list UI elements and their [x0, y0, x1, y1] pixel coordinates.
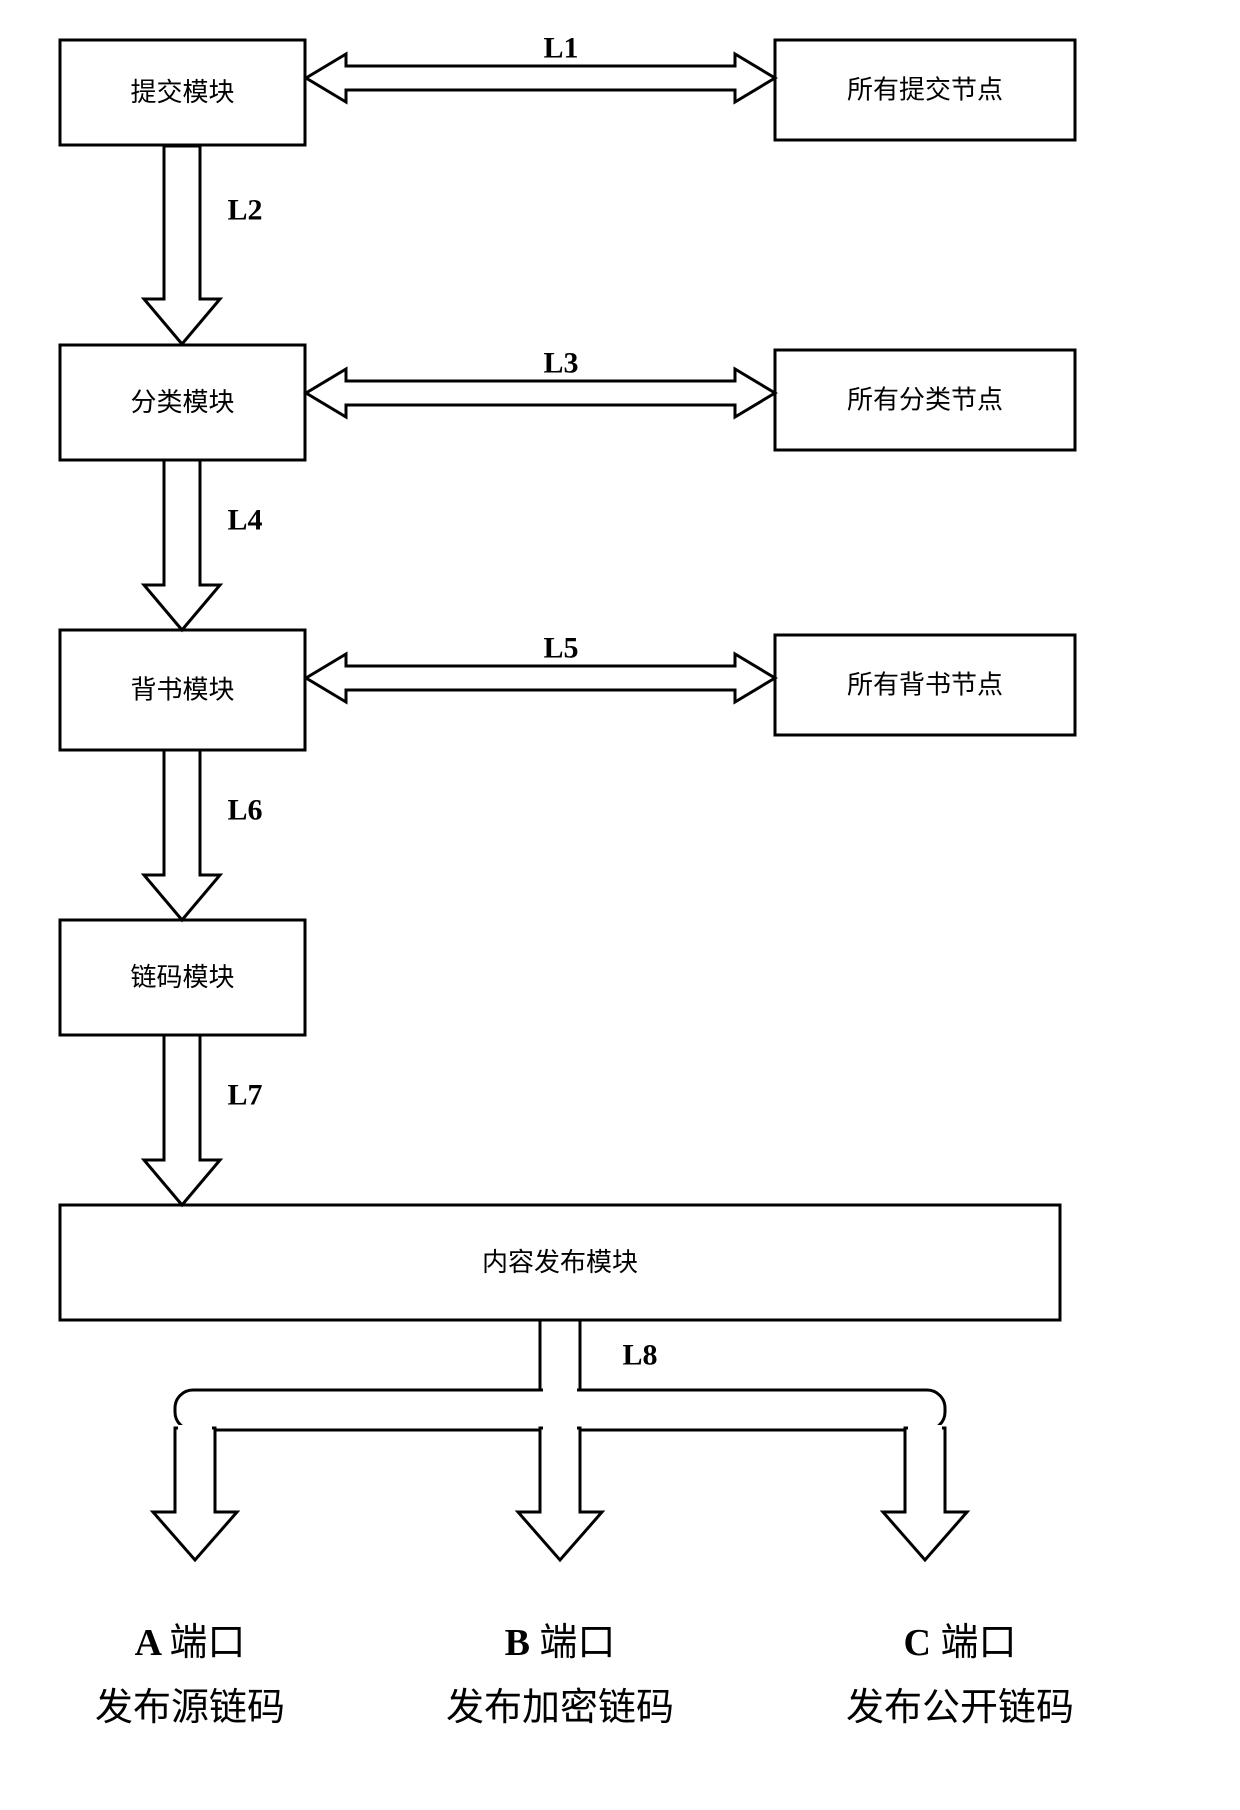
arrow-label-L1: L1	[543, 32, 578, 65]
node-label-endorse_module: 背书模块	[130, 676, 234, 705]
port-B-line2: 发布加密链码	[446, 1687, 674, 1729]
port-A-line2: 发布源链码	[95, 1687, 285, 1729]
port-A-line1: A 端口	[135, 1622, 246, 1664]
arrow-L3	[306, 369, 775, 417]
arrow-label-L5: L5	[543, 632, 578, 665]
node-label-classify_module: 分类模块	[130, 388, 234, 417]
arrow-label-L2: L2	[227, 194, 262, 227]
arrow-label-L6: L6	[227, 794, 262, 827]
node-label-submit_module: 提交模块	[130, 78, 234, 107]
port-B-line1: B 端口	[505, 1622, 616, 1664]
arrow-L2	[144, 146, 220, 344]
arrow-L4	[144, 460, 220, 630]
port-C-line1: C 端口	[904, 1622, 1017, 1664]
arrow-L6	[144, 750, 220, 920]
arrow-label-L8: L8	[622, 1339, 657, 1372]
arrow-L1	[306, 54, 775, 102]
arrow-L5	[306, 654, 775, 702]
node-label-submit_nodes: 所有提交节点	[847, 76, 1003, 105]
node-label-endorse_nodes: 所有背书节点	[847, 671, 1003, 700]
arrow-L7	[144, 1035, 220, 1205]
flowchart-diagram: 提交模块 所有提交节点分类模块 所有分类节点背书模块 所有背书节点链码模块内容发布模块…	[0, 0, 1240, 1810]
arrow-label-L7: L7	[227, 1079, 262, 1112]
node-label-publish_module: 内容发布模块	[482, 1248, 638, 1277]
arrow-label-L3: L3	[543, 347, 578, 380]
node-label-classify_nodes: 所有分类节点	[847, 386, 1003, 415]
node-label-chain_module: 链码模块	[130, 963, 234, 992]
arrow-label-L4: L4	[227, 504, 262, 537]
port-C-line2: 发布公开链码	[846, 1687, 1074, 1729]
